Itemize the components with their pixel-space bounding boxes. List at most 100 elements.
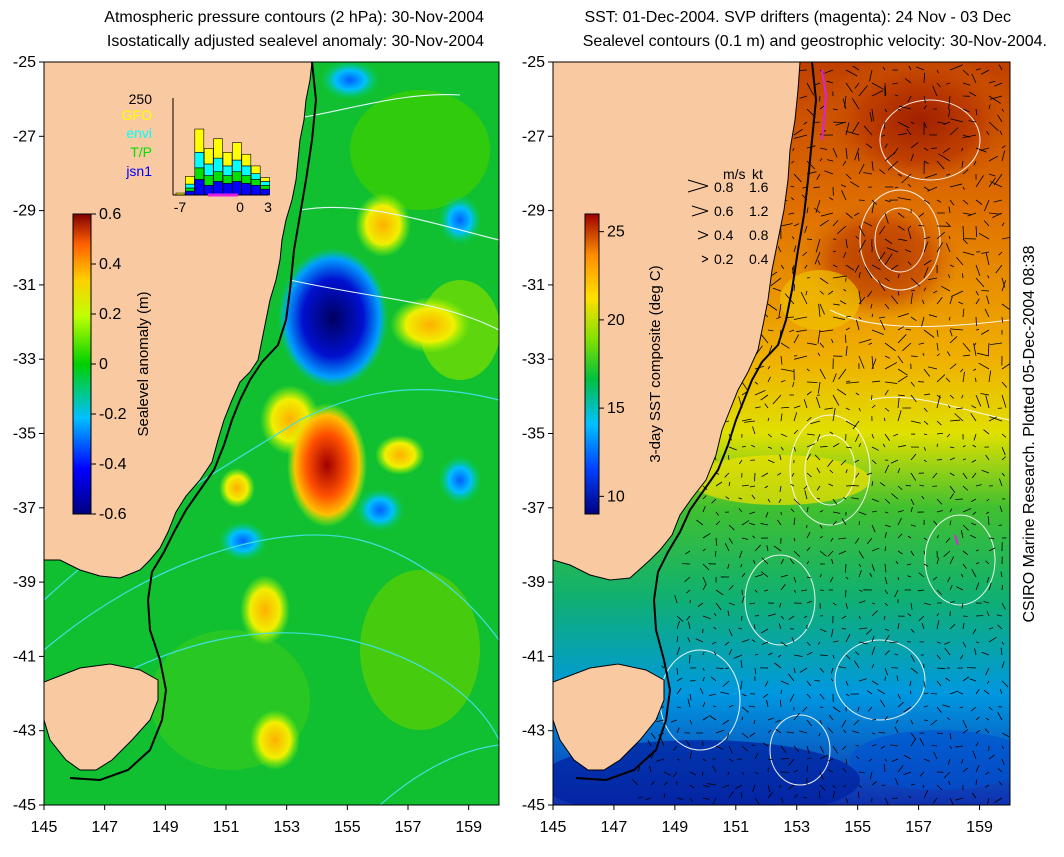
velocity-vector [793,576,797,583]
velocity-vector [949,623,956,630]
velocity-vector [824,407,834,410]
inset-bar-segment [185,183,195,189]
velocity-vector [894,726,899,734]
velocity-vector [988,627,994,630]
velocity-vector [998,251,1003,256]
velocity-vector [819,771,824,780]
x-tick-label: 153 [273,819,300,836]
velocity-vector [988,173,996,177]
velocity-vector [973,160,977,166]
velocity-vector [910,153,914,162]
velocity-vector [819,573,822,578]
velocity-vector [815,199,821,213]
velocity-vector [923,259,932,266]
velocity-vector [879,225,886,235]
velocity-vector [752,639,756,643]
velocity-vector [740,659,743,669]
velocity-vector [923,287,927,292]
velocity-vector [841,518,847,526]
velocity-vector [897,410,902,422]
velocity-vector [1001,661,1005,669]
velocity-vector [975,277,985,288]
velocity-vector [777,519,782,526]
velocity-vector [962,676,970,682]
velocity-vector [799,667,808,673]
velocity-vector [962,371,965,383]
velocity-vector [871,719,877,721]
velocity-vector [676,620,680,630]
velocity-vector [985,252,990,266]
velocity-vector [883,417,886,422]
inset-bar-segment [194,128,205,153]
velocity-vector [767,652,773,656]
velocity-vector [949,127,959,136]
velocity-vector [871,646,876,656]
velocity-vector [804,225,808,234]
velocity-vector [741,706,749,713]
velocity-vector [830,628,834,638]
velocity-vector [988,121,999,132]
velocity-vector [983,429,990,435]
velocity-vector [879,482,886,487]
velocity-vector [819,446,828,448]
credit-text: CSIRO Marine Research. Plotted 05-Dec-20… [1021,245,1038,622]
velocity-vector [806,453,811,461]
velocity-vector [891,493,899,500]
velocity-vector [894,186,899,189]
velocity-vector [852,420,860,430]
velocity-vector [816,467,821,474]
velocity-vector [887,160,899,171]
velocity-vector [962,472,968,479]
colorbar-tick-label: -0.2 [99,406,127,423]
velocity-vector [820,212,834,217]
velocity-vector [754,771,759,775]
velocity-vector [806,391,812,396]
velocity-vector [1001,446,1006,456]
velocity-vector [728,649,733,656]
velocity-vector [676,636,679,643]
velocity-vector [910,453,917,461]
velocity-vector [702,548,706,552]
velocity-vector [858,511,867,516]
velocity-vector [884,433,891,441]
velocity-vector [1001,732,1010,738]
velocity-vector [916,66,925,71]
velocity-vector [910,783,915,786]
velocity-vector [998,781,1003,786]
velocity-vector [741,732,749,739]
velocity-vector [868,342,873,345]
velocity-vector [988,95,1001,104]
velocity-legend-header-ms: m/s [723,166,746,182]
velocity-vector [871,433,874,439]
velocity-legend-arrow [687,179,709,193]
velocity-vector [924,173,938,179]
inset-bar-segment [232,171,242,182]
velocity-vector [986,295,990,305]
velocity-vector [933,751,938,760]
velocity-vector [958,301,964,305]
left-axes: -25 -27 -29 -31 -33 -35 -37 -39 -41 -43 -45 145 147 1… [13,54,482,836]
velocity-vector [867,290,873,298]
inset-bar-segment [250,179,261,186]
velocity-vector [975,615,984,617]
velocity-vector [921,622,925,630]
velocity-vector [806,651,813,656]
velocity-vector [936,374,946,383]
velocity-vector [858,784,862,789]
velocity-vector [767,758,774,761]
velocity-vector [863,125,873,136]
velocity-vector [702,716,709,721]
velocity-vector [866,472,873,476]
velocity-vector [962,251,975,256]
velocity-vector [990,342,1003,346]
velocity-vector [922,784,925,789]
x-tick-label: 157 [395,819,422,836]
velocity-vector [871,610,878,617]
velocity-vector [828,483,834,487]
velocity-vector [645,797,652,800]
velocity-vector [994,82,1003,87]
velocity-vector [714,613,717,617]
velocity-vector [793,284,795,292]
velocity-vector [1001,381,1008,388]
velocity-vector [832,520,837,526]
